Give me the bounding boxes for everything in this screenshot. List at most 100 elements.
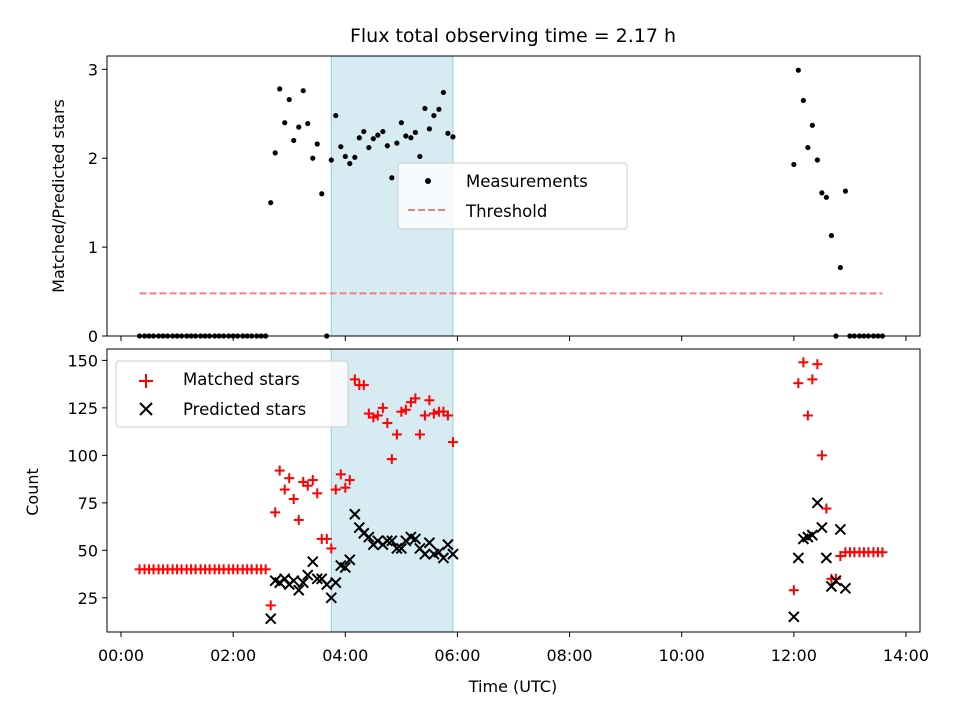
flux-ratio-panel: Flux total observing time = 2.17 h 0123 … — [49, 25, 921, 346]
y-tick-label: 100 — [67, 446, 98, 465]
star-count-panel: 25 50 75 100 125 150 00:00 02:00 04:00 06:00 08:00… — [23, 348, 929, 696]
predicted-star-point — [381, 535, 394, 547]
matched-star-point — [312, 488, 323, 499]
predicted-star-point — [339, 561, 352, 574]
measurement-point — [375, 132, 381, 138]
measurement-point — [823, 194, 829, 200]
predicted-star-point — [288, 575, 300, 587]
predicted-star-point — [297, 576, 309, 589]
legend-measurements-marker — [425, 178, 431, 184]
x-tick-label: 00:00 — [98, 646, 144, 665]
observing-span-bottom — [330, 348, 454, 633]
matched-star-point — [419, 410, 430, 421]
matched-star-point — [293, 514, 304, 525]
matched-star-point — [400, 404, 411, 415]
measurement-point — [809, 122, 815, 128]
measurement-point — [805, 144, 811, 151]
measurement-point — [370, 136, 376, 142]
top-legend-box — [397, 162, 628, 230]
matched-star-point — [807, 374, 818, 385]
matched-star-point — [330, 484, 341, 495]
measurement-point — [347, 160, 353, 167]
bottom-axis-ticks: 25 50 75 100 125 150 00:00 02:00 04:00 06:00 08:00… — [67, 351, 929, 665]
predicted-star-point — [344, 554, 356, 566]
legend-predicted-label: Predicted stars — [183, 400, 306, 419]
measurement-point — [282, 120, 288, 126]
measurement-point — [445, 130, 451, 136]
measurement-point — [440, 89, 447, 96]
measurement-point — [842, 188, 849, 194]
bottom-y-axis-label: Count — [23, 468, 42, 516]
matched-star-point — [270, 507, 281, 518]
measurement-point — [310, 155, 316, 161]
measurement-point — [814, 157, 820, 163]
legend-matched-label: Matched stars — [183, 370, 300, 389]
measurement-point — [366, 144, 372, 151]
predicted-star-point — [419, 548, 431, 560]
matched-star-point — [340, 482, 351, 493]
measurement-point — [328, 157, 334, 163]
matched-star-point — [382, 418, 393, 429]
y-tick-label: 3 — [88, 60, 98, 79]
measurement-point — [412, 129, 418, 136]
measurement-point — [305, 120, 311, 127]
x-tick-label: 08:00 — [547, 646, 593, 665]
bottom-data-marks — [134, 357, 888, 625]
measurement-point — [791, 161, 797, 168]
y-tick-label: 25 — [78, 589, 98, 608]
predicted-star-point — [330, 576, 342, 589]
y-tick-label: 0 — [88, 327, 98, 346]
predicted-star-point — [792, 552, 805, 564]
bottom-legend-box — [115, 360, 349, 428]
x-tick-label: 06:00 — [434, 646, 480, 665]
matched-star-point — [335, 469, 346, 480]
predicted-star-point — [447, 548, 459, 560]
predicted-star-point — [788, 611, 800, 623]
matched-star-point — [424, 395, 435, 406]
y-tick-label: 150 — [67, 351, 98, 370]
matched-star-point — [349, 374, 360, 385]
matched-star-point — [835, 551, 846, 562]
measurement-point — [338, 144, 344, 150]
x-axis-label: Time (UTC) — [468, 677, 557, 696]
matched-star-point — [260, 564, 271, 575]
predicted-star-point — [325, 592, 337, 604]
y-tick-label: 2 — [88, 149, 98, 168]
matched-star-point — [265, 600, 276, 611]
measurement-point — [436, 106, 442, 112]
predicted-star-point — [302, 569, 314, 581]
measurement-point — [286, 96, 292, 103]
top-y-axis-label: Matched/Predicted stars — [49, 99, 68, 293]
matched-star-point — [812, 359, 823, 370]
measurement-point — [272, 150, 278, 156]
matched-star-point — [821, 503, 832, 514]
measurement-point — [422, 105, 428, 112]
predicted-star-point — [830, 575, 842, 587]
matched-star-point — [428, 408, 439, 419]
measurement-point — [277, 86, 283, 92]
matched-star-point — [344, 475, 355, 486]
matched-star-point — [358, 380, 369, 391]
measurement-point — [319, 191, 325, 197]
measurement-point — [426, 126, 432, 132]
predicted-star-point — [307, 556, 319, 568]
measurement-point — [800, 97, 806, 104]
matched-star-point — [386, 454, 397, 465]
matched-star-point — [307, 475, 318, 486]
measurement-point — [356, 135, 362, 141]
measurement-point — [389, 175, 395, 181]
predicted-star-point — [321, 578, 333, 591]
measurement-point — [398, 120, 404, 126]
matched-star-point — [877, 547, 888, 558]
predicted-star-point — [834, 523, 847, 536]
matched-star-point — [410, 393, 421, 404]
y-tick-label: 75 — [78, 494, 98, 513]
matched-star-point — [372, 410, 383, 421]
legend-predicted-marker — [139, 402, 153, 416]
predicted-star-point — [363, 531, 375, 543]
bottom-axes-frame — [106, 348, 921, 633]
measurement-point — [300, 88, 306, 94]
matched-star-point — [279, 484, 290, 495]
measurement-point — [296, 124, 302, 130]
